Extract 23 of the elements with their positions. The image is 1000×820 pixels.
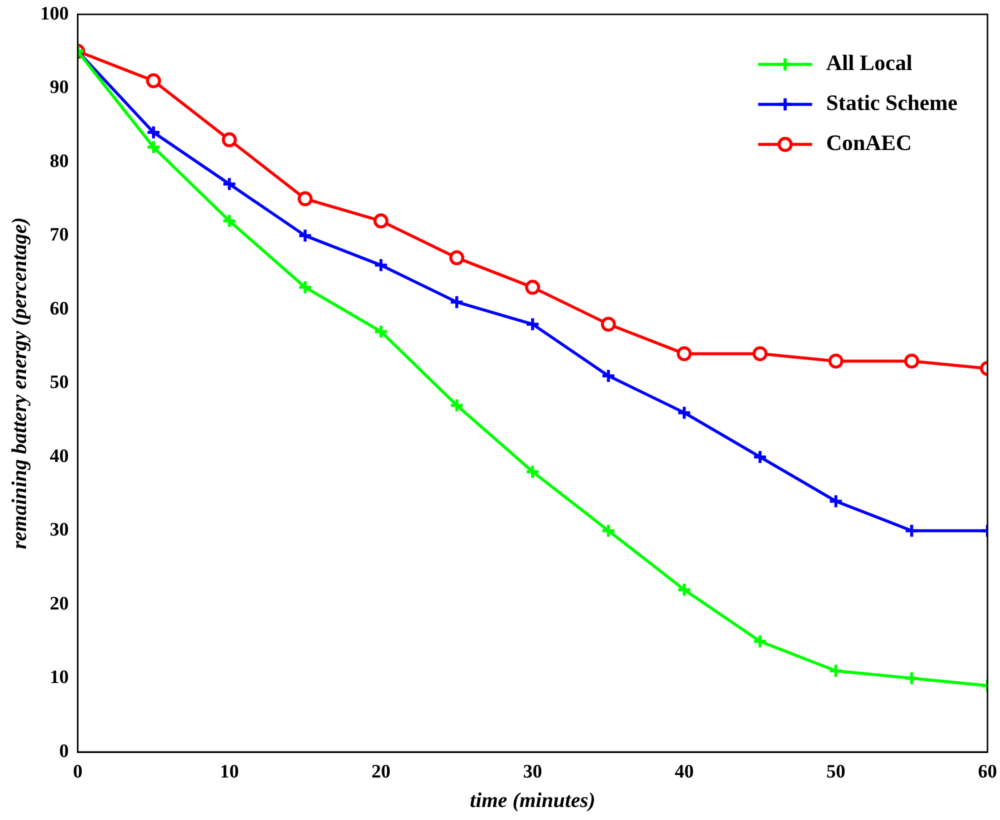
- y-tick-label: 60: [50, 298, 69, 320]
- legend-label: ConAEC: [826, 130, 912, 156]
- y-tick-label: 0: [59, 740, 69, 762]
- y-tick-label: 40: [50, 446, 69, 467]
- x-tick-label: 10: [220, 761, 239, 782]
- x-tick-label: 40: [674, 761, 694, 782]
- x-tick-label: 60: [978, 761, 997, 782]
- legend-label: All Local: [826, 50, 912, 76]
- y-tick-label: 50: [50, 372, 69, 394]
- x-axis-title: time (minutes): [470, 788, 596, 812]
- y-tick-label: 20: [50, 593, 69, 614]
- y-tick-label: 80: [50, 150, 69, 172]
- legend-label: Static Scheme: [826, 90, 958, 116]
- y-tick-label: 30: [50, 520, 69, 541]
- x-tick-label: 0: [72, 761, 82, 782]
- y-tick-label: 10: [50, 667, 69, 688]
- x-tick-label: 30: [523, 761, 542, 782]
- x-tick-label: 50: [826, 761, 846, 782]
- y-axis-title: remaining battery energy (percentage): [7, 217, 32, 550]
- y-tick-label: 90: [50, 77, 69, 98]
- y-tick-label: 100: [40, 3, 69, 24]
- y-tick-label: 70: [50, 224, 69, 246]
- x-tick-label: 20: [371, 761, 390, 782]
